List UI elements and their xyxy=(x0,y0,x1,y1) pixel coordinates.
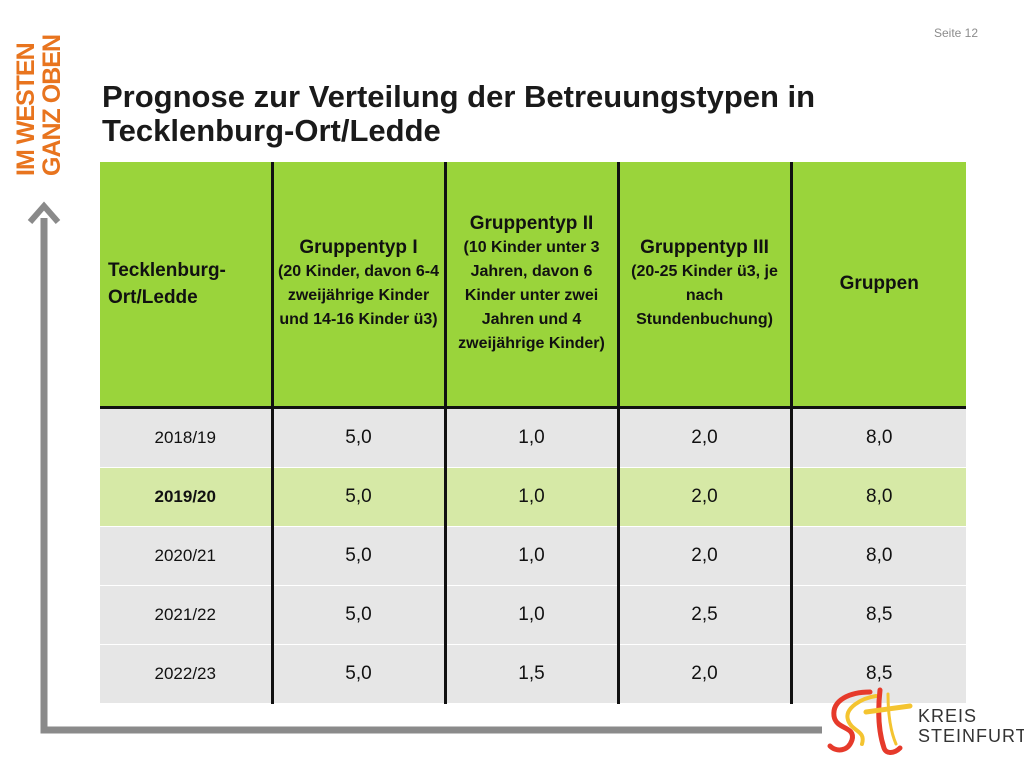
cell-gruppen: 8,0 xyxy=(789,407,966,468)
brand-slogan-line1: IM WESTEN xyxy=(12,43,40,176)
cell-gruppentyp-3: 2,0 xyxy=(616,526,791,586)
header-gruppentyp-2: Gruppentyp II (10 Kinder unter 3 Jahren,… xyxy=(443,162,618,408)
table-row-highlighted: 2019/20 5,0 1,0 2,0 8,0 xyxy=(100,467,966,527)
page-title-line2: Tecklenburg-Ort/Ledde xyxy=(102,113,441,148)
cell-year: 2020/21 xyxy=(100,526,272,586)
header-gruppentyp-3: Gruppentyp III (20-25 Kinder ü3, je nach… xyxy=(616,162,791,408)
cell-gruppentyp-1: 5,0 xyxy=(270,526,445,586)
cell-gruppen: 8,0 xyxy=(789,526,966,586)
table-header-row: Tecklenburg-Ort/Ledde Gruppentyp I (20 K… xyxy=(100,162,966,408)
header-gruppentyp-2-desc: (10 Kinder unter 3 Jahren, davon 6 Kinde… xyxy=(458,239,605,352)
header-gruppen: Gruppen xyxy=(789,162,966,408)
cell-gruppentyp-3: 2,0 xyxy=(616,644,791,704)
cell-year: 2021/22 xyxy=(100,585,272,645)
kreis-steinfurt-logo-text: KREIS STEINFURT xyxy=(918,706,1024,746)
page-number: Seite 12 xyxy=(934,26,979,40)
header-gruppentyp-1-desc: (20 Kinder, davon 6-4 zweijährige Kinder… xyxy=(278,263,439,328)
cell-gruppentyp-3: 2,0 xyxy=(616,467,791,527)
table-row: 2022/23 5,0 1,5 2,0 8,5 xyxy=(100,644,966,704)
header-gruppentyp-3-label: Gruppentyp III xyxy=(640,237,769,258)
header-location: Tecklenburg-Ort/Ledde xyxy=(100,162,272,408)
cell-gruppentyp-3: 2,0 xyxy=(616,407,791,468)
cell-gruppen: 8,0 xyxy=(789,467,966,527)
cell-gruppen: 8,5 xyxy=(789,585,966,645)
cell-gruppentyp-1: 5,0 xyxy=(270,467,445,527)
header-gruppen-label: Gruppen xyxy=(839,273,919,294)
cell-gruppentyp-2: 1,0 xyxy=(443,407,618,468)
brand-slogan-line2: GANZ OBEN xyxy=(38,35,66,176)
page-title-line1: Prognose zur Verteilung der Betreuungsty… xyxy=(102,79,816,114)
header-location-label: Tecklenburg-Ort/Ledde xyxy=(108,260,226,308)
cell-year: 2018/19 xyxy=(100,407,272,468)
table-row: 2018/19 5,0 1,0 2,0 8,0 xyxy=(100,407,966,468)
header-gruppentyp-1-label: Gruppentyp I xyxy=(299,237,418,258)
header-gruppentyp-2-label: Gruppentyp II xyxy=(469,213,594,234)
distribution-table: Tecklenburg-Ort/Ledde Gruppentyp I (20 K… xyxy=(100,162,966,704)
table-row: 2020/21 5,0 1,0 2,0 8,0 xyxy=(100,526,966,586)
cell-year: 2022/23 xyxy=(100,644,272,704)
cell-gruppentyp-2: 1,5 xyxy=(443,644,618,704)
header-gruppentyp-3-desc: (20-25 Kinder ü3, je nach Stundenbuchung… xyxy=(631,263,778,328)
brand-slogan: IM WESTEN GANZ OBEN xyxy=(12,35,66,176)
cell-gruppentyp-3: 2,5 xyxy=(616,585,791,645)
cell-gruppentyp-1: 5,0 xyxy=(270,644,445,704)
logo-line1: KREIS xyxy=(918,706,978,726)
logo-line2: STEINFURT xyxy=(918,726,1024,746)
cell-year: 2019/20 xyxy=(100,467,272,527)
header-gruppentyp-1: Gruppentyp I (20 Kinder, davon 6-4 zweij… xyxy=(270,162,445,408)
cell-gruppentyp-2: 1,0 xyxy=(443,585,618,645)
cell-gruppentyp-1: 5,0 xyxy=(270,585,445,645)
cell-gruppen: 8,5 xyxy=(789,644,966,704)
cell-gruppentyp-2: 1,0 xyxy=(443,526,618,586)
cell-gruppentyp-1: 5,0 xyxy=(270,407,445,468)
table-row: 2021/22 5,0 1,0 2,5 8,5 xyxy=(100,585,966,645)
page-title: Prognose zur Verteilung der Betreuungsty… xyxy=(102,80,922,148)
kreis-steinfurt-logo-icon xyxy=(827,687,913,755)
cell-gruppentyp-2: 1,0 xyxy=(443,467,618,527)
